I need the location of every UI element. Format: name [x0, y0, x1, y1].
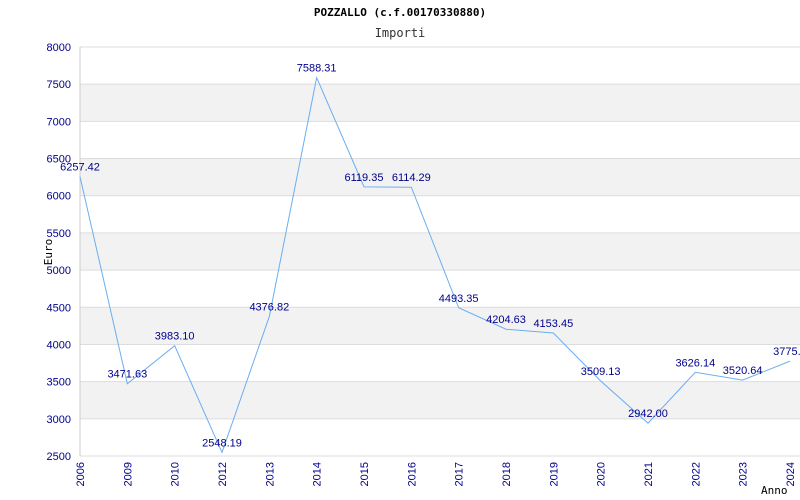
x-tick-label: 2020: [596, 462, 608, 486]
y-tick-label: 2500: [47, 451, 71, 463]
data-label: 4376.82: [249, 301, 289, 313]
x-tick-label: 2018: [501, 462, 513, 486]
series-line: [79, 75, 791, 454]
y-tick-label: 8000: [47, 42, 71, 54]
chart-subtitle: Importi: [375, 26, 426, 40]
y-tick-label: 3000: [47, 414, 71, 426]
x-tick-label: 2014: [312, 462, 324, 486]
x-tick-label: 2023: [738, 462, 750, 486]
y-tick-label: 4000: [47, 339, 71, 351]
x-tick-label: 2022: [690, 462, 702, 486]
data-label: 3775.7: [773, 346, 800, 358]
data-label: 3509.13: [581, 366, 621, 378]
data-label: 7588.31: [297, 63, 337, 75]
y-axis-label: Euro: [42, 239, 55, 266]
grid-band: [80, 232, 800, 271]
grid-band: [80, 84, 800, 122]
x-tick-labels: 2006 2009 2010 2012 2013 2014 2015 2016 2017 2018…: [75, 462, 797, 486]
x-tick-label: 2010: [170, 462, 182, 486]
y-tick-label: 7500: [47, 79, 71, 91]
x-tick-label: 2009: [122, 462, 134, 486]
x-tick-label: 2016: [406, 462, 418, 486]
data-label: 3471.63: [107, 369, 147, 381]
y-tick-label: 4500: [47, 302, 71, 314]
data-label: 2942.00: [628, 408, 668, 420]
gridlines: [80, 46, 800, 457]
data-label: 6257.42: [60, 162, 100, 174]
data-label: 6119.35: [345, 172, 384, 184]
y-tick-label: 6500: [47, 154, 71, 166]
x-axis-label: Anno: [761, 484, 788, 497]
y-tick-label: 3500: [47, 377, 71, 389]
data-label: 2548.19: [202, 437, 242, 449]
x-tick-label: 2024: [785, 462, 797, 486]
y-tick-labels: 2500 3000 3500 4000 4500 5000 5500 6000 6500 7000…: [47, 42, 71, 463]
x-tick-label: 2019: [548, 462, 560, 486]
background-bands: [80, 84, 800, 419]
y-tick-label: 5500: [47, 228, 71, 240]
x-tick-label: 2013: [264, 462, 276, 486]
chart-title: POZZALLO (c.f.00170330880): [314, 6, 486, 19]
x-tick-label: 2006: [75, 462, 87, 486]
data-label: 3520.64: [723, 365, 763, 377]
grid-band: [80, 381, 800, 419]
data-labels: 6257.42 3471.63 3983.10 2548.19 4376.82 7588.…: [60, 63, 800, 450]
data-label: 4493.35: [439, 293, 479, 305]
data-label: 3626.14: [675, 357, 715, 369]
x-tick-label: 2021: [643, 462, 655, 486]
x-tick-label: 2015: [359, 462, 371, 486]
data-label: 4204.63: [486, 314, 526, 326]
x-tick-label: 2017: [454, 462, 466, 486]
data-label: 3983.10: [155, 331, 195, 343]
grid-band: [80, 307, 800, 345]
grid-band: [80, 158, 800, 196]
y-tick-label: 5000: [47, 265, 71, 277]
data-label: 6114.29: [392, 172, 431, 184]
series-group: [79, 75, 791, 454]
y-tick-label: 6000: [47, 191, 71, 203]
y-tick-label: 7000: [47, 116, 71, 128]
data-label: 4153.45: [533, 318, 573, 330]
x-tick-label: 2012: [217, 462, 229, 486]
